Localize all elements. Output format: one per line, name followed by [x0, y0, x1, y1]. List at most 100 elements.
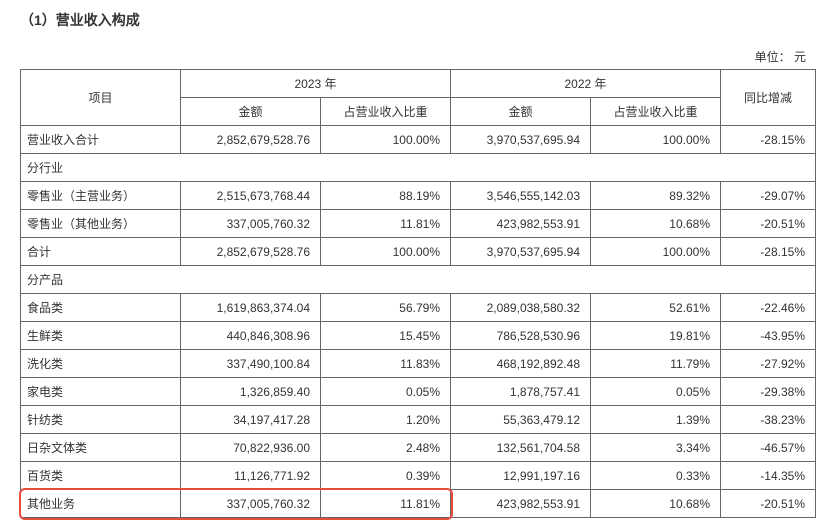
- table-body: 营业收入合计2,852,679,528.76100.00%3,970,537,6…: [21, 126, 816, 518]
- row-product-3: 家电类1,326,859.400.05%1,878,757.410.05%-29…: [21, 378, 816, 406]
- cell-pct2022: 100.00%: [591, 238, 721, 266]
- cell-amt2022: 132,561,704.58: [451, 434, 591, 462]
- cell-yoy: -14.35%: [721, 462, 816, 490]
- cell-pct2022: 52.61%: [591, 294, 721, 322]
- cell-amt2023: 34,197,417.28: [181, 406, 321, 434]
- header-yoy: 同比增减: [721, 70, 816, 126]
- row-label: 针纺类: [21, 406, 181, 434]
- row-product-2: 洗化类337,490,100.8411.83%468,192,892.4811.…: [21, 350, 816, 378]
- cell-amt2023: 11,126,771.92: [181, 462, 321, 490]
- row-label: 日杂文体类: [21, 434, 181, 462]
- header-item: 项目: [21, 70, 181, 126]
- cell-pct2022: 100.00%: [591, 126, 721, 154]
- header-amount-2022: 金额: [451, 98, 591, 126]
- header-2022: 2022 年: [451, 70, 721, 98]
- cell-yoy: -28.15%: [721, 126, 816, 154]
- cell-pct2022: 1.39%: [591, 406, 721, 434]
- group-product: 分产品: [21, 266, 816, 294]
- cell-yoy: -28.15%: [721, 238, 816, 266]
- cell-yoy: -29.07%: [721, 182, 816, 210]
- cell-amt2022: 3,970,537,695.94: [451, 126, 591, 154]
- cell-pct2023: 0.05%: [321, 378, 451, 406]
- row-industry-1: 零售业（其他业务）337,005,760.3211.81%423,982,553…: [21, 210, 816, 238]
- cell-pct2023: 100.00%: [321, 238, 451, 266]
- row-product-4: 针纺类34,197,417.281.20%55,363,479.121.39%-…: [21, 406, 816, 434]
- header-amount-2023: 金额: [181, 98, 321, 126]
- cell-yoy: -20.51%: [721, 210, 816, 238]
- row-label: 营业收入合计: [21, 126, 181, 154]
- row-industry-0: 零售业（主营业务）2,515,673,768.4488.19%3,546,555…: [21, 182, 816, 210]
- row-label: 生鲜类: [21, 322, 181, 350]
- header-pct-2023: 占营业收入比重: [321, 98, 451, 126]
- cell-yoy: -43.95%: [721, 322, 816, 350]
- revenue-table: 项目 2023 年 2022 年 同比增减 金额 占营业收入比重 金额 占营业收…: [20, 69, 816, 518]
- cell-yoy: -29.38%: [721, 378, 816, 406]
- cell-pct2022: 19.81%: [591, 322, 721, 350]
- row-product-5: 日杂文体类70,822,936.002.48%132,561,704.583.3…: [21, 434, 816, 462]
- cell-pct2023: 1.20%: [321, 406, 451, 434]
- cell-pct2022: 0.05%: [591, 378, 721, 406]
- row-total: 营业收入合计2,852,679,528.76100.00%3,970,537,6…: [21, 126, 816, 154]
- cell-amt2022: 3,546,555,142.03: [451, 182, 591, 210]
- row-label: 其他业务: [21, 490, 181, 518]
- cell-yoy: -20.51%: [721, 490, 816, 518]
- cell-amt2023: 1,619,863,374.04: [181, 294, 321, 322]
- cell-amt2022: 423,982,553.91: [451, 210, 591, 238]
- cell-pct2023: 11.81%: [321, 490, 451, 518]
- cell-amt2022: 55,363,479.12: [451, 406, 591, 434]
- cell-pct2022: 11.79%: [591, 350, 721, 378]
- cell-pct2022: 10.68%: [591, 490, 721, 518]
- cell-amt2022: 468,192,892.48: [451, 350, 591, 378]
- row-label: 洗化类: [21, 350, 181, 378]
- row-label: 零售业（其他业务）: [21, 210, 181, 238]
- cell-amt2023: 2,515,673,768.44: [181, 182, 321, 210]
- header-2023: 2023 年: [181, 70, 451, 98]
- row-industry-2: 合计2,852,679,528.76100.00%3,970,537,695.9…: [21, 238, 816, 266]
- row-label: 家电类: [21, 378, 181, 406]
- cell-amt2022: 423,982,553.91: [451, 490, 591, 518]
- row-label: 百货类: [21, 462, 181, 490]
- cell-yoy: -27.92%: [721, 350, 816, 378]
- group-label: 分行业: [21, 154, 816, 182]
- row-label: 食品类: [21, 294, 181, 322]
- cell-amt2022: 1,878,757.41: [451, 378, 591, 406]
- section-title: （1）营业收入构成: [20, 10, 810, 30]
- table-container: 项目 2023 年 2022 年 同比增减 金额 占营业收入比重 金额 占营业收…: [20, 69, 810, 518]
- cell-pct2023: 2.48%: [321, 434, 451, 462]
- cell-amt2022: 3,970,537,695.94: [451, 238, 591, 266]
- cell-yoy: -38.23%: [721, 406, 816, 434]
- cell-pct2023: 56.79%: [321, 294, 451, 322]
- cell-amt2022: 786,528,530.96: [451, 322, 591, 350]
- row-label: 合计: [21, 238, 181, 266]
- cell-yoy: -46.57%: [721, 434, 816, 462]
- cell-amt2023: 70,822,936.00: [181, 434, 321, 462]
- row-product-7: 其他业务337,005,760.3211.81%423,982,553.9110…: [21, 490, 816, 518]
- group-industry: 分行业: [21, 154, 816, 182]
- cell-pct2023: 100.00%: [321, 126, 451, 154]
- group-label: 分产品: [21, 266, 816, 294]
- header-pct-2022: 占营业收入比重: [591, 98, 721, 126]
- row-product-6: 百货类11,126,771.920.39%12,991,197.160.33%-…: [21, 462, 816, 490]
- cell-pct2023: 11.83%: [321, 350, 451, 378]
- cell-amt2023: 337,490,100.84: [181, 350, 321, 378]
- row-label: 零售业（主营业务）: [21, 182, 181, 210]
- unit-label: 单位： 元: [20, 48, 810, 65]
- cell-pct2023: 15.45%: [321, 322, 451, 350]
- cell-amt2023: 1,326,859.40: [181, 378, 321, 406]
- cell-pct2023: 0.39%: [321, 462, 451, 490]
- cell-pct2022: 0.33%: [591, 462, 721, 490]
- cell-amt2022: 12,991,197.16: [451, 462, 591, 490]
- cell-yoy: -22.46%: [721, 294, 816, 322]
- row-product-1: 生鲜类440,846,308.9615.45%786,528,530.9619.…: [21, 322, 816, 350]
- cell-amt2023: 2,852,679,528.76: [181, 238, 321, 266]
- cell-pct2023: 88.19%: [321, 182, 451, 210]
- cell-amt2023: 2,852,679,528.76: [181, 126, 321, 154]
- cell-pct2022: 89.32%: [591, 182, 721, 210]
- row-product-0: 食品类1,619,863,374.0456.79%2,089,038,580.3…: [21, 294, 816, 322]
- cell-pct2022: 10.68%: [591, 210, 721, 238]
- cell-pct2023: 11.81%: [321, 210, 451, 238]
- cell-amt2023: 337,005,760.32: [181, 210, 321, 238]
- cell-pct2022: 3.34%: [591, 434, 721, 462]
- cell-amt2023: 440,846,308.96: [181, 322, 321, 350]
- cell-amt2023: 337,005,760.32: [181, 490, 321, 518]
